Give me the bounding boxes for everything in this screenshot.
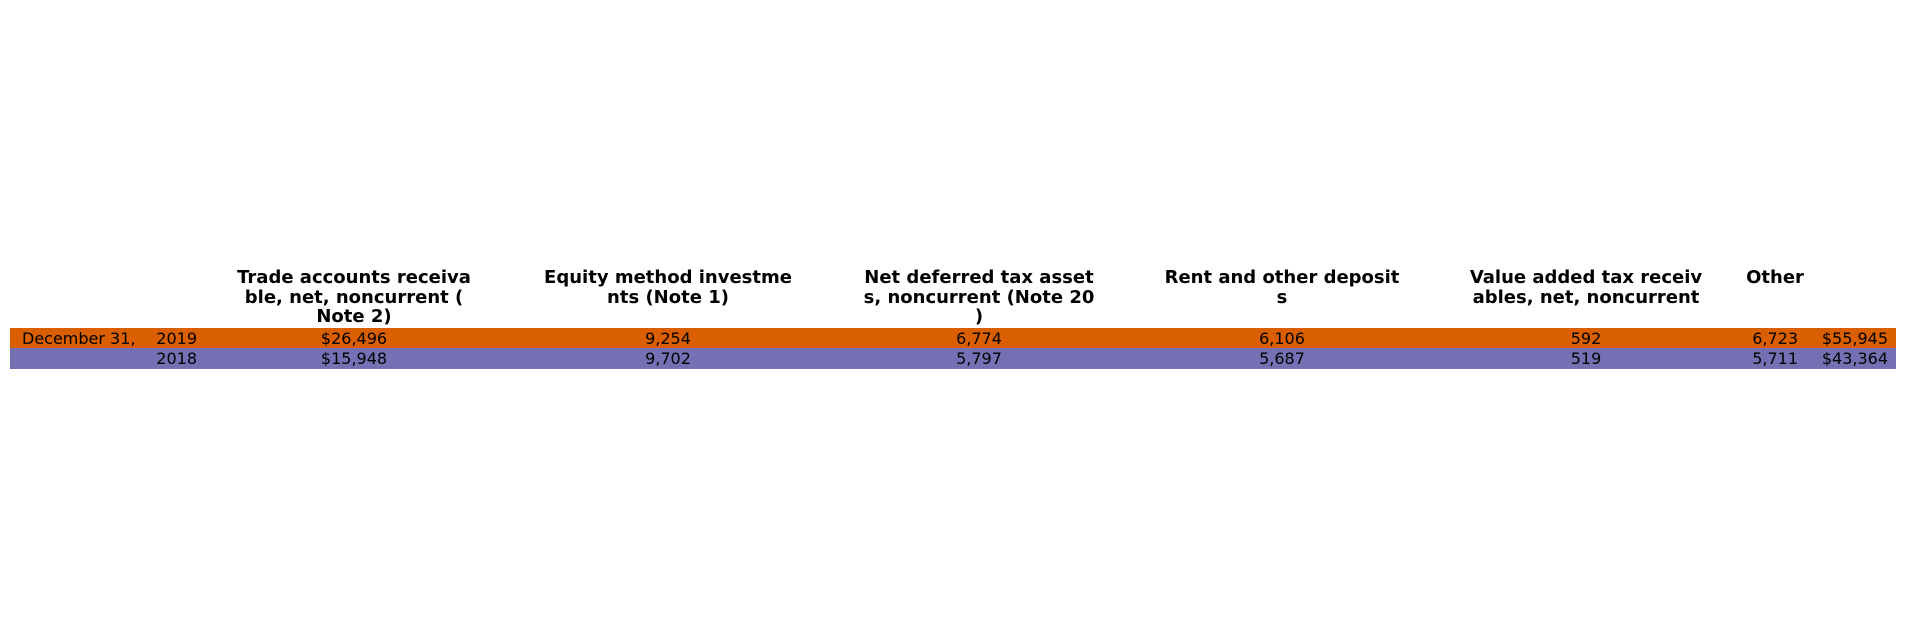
table-cell: 6,723: [1752, 329, 1798, 348]
table-row: 2018 $15,948 9,702 5,797 5,687 519 5,711 $43,36…: [10, 348, 1896, 369]
column-header: Value added tax receiv ables, net, noncu…: [1469, 267, 1703, 308]
table-cell: 592: [1570, 329, 1602, 348]
table-cell: 519: [1570, 349, 1602, 368]
table-cell: $26,496: [320, 329, 388, 348]
table-cell: 6,774: [956, 329, 1002, 348]
row-year-label: 2018: [156, 349, 197, 368]
table-cell: $43,364: [1821, 349, 1888, 368]
column-header: Other: [1746, 267, 1804, 288]
table-cell: 5,797: [956, 349, 1002, 368]
table-cell: 9,254: [645, 329, 691, 348]
table-cell: $15,948: [320, 349, 388, 368]
column-header: Trade accounts receiva ble, net, noncurr…: [237, 267, 471, 327]
table-cell: $55,945: [1821, 329, 1888, 348]
table-cell: 9,702: [645, 349, 691, 368]
column-header: Net deferred tax asset s, noncurrent (No…: [863, 267, 1095, 327]
row-group-label: December 31,: [22, 329, 136, 348]
column-header: Rent and other deposit s: [1164, 267, 1400, 308]
table-cell: 6,106: [1259, 329, 1305, 348]
table-cell: 5,711: [1752, 349, 1798, 368]
table-row: December 31, 2019 $26,496 9,254 6,774 6,106 59…: [10, 328, 1896, 349]
column-header: Equity method investme nts (Note 1): [544, 267, 792, 308]
row-year-label: 2019: [156, 329, 197, 348]
table-cell: 5,687: [1259, 349, 1305, 368]
